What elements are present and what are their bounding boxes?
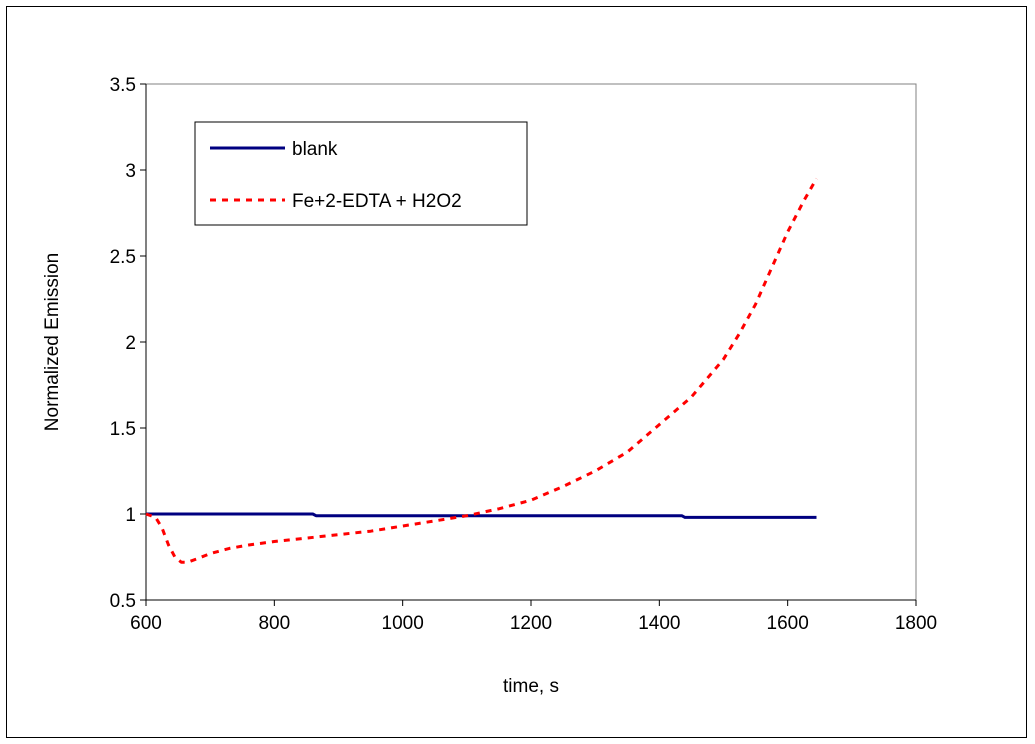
legend: blank Fe+2-EDTA + H2O2 [194,121,528,226]
x-tick-label: 600 [130,613,162,634]
x-axis-title: time, s [503,676,559,697]
series-layer [145,177,818,564]
legend-box [194,121,528,226]
y-axis: 0.5 1 1.5 2 2.5 3 3.5 [110,75,147,612]
y-tick-label: 1.5 [110,419,136,440]
x-tick-label: 800 [258,613,290,634]
y-tick-label: 3.5 [110,75,136,96]
x-tick-label: 1000 [382,613,424,634]
series-line-0 [146,512,817,519]
y-tick-label: 2 [125,333,136,354]
x-tick-label: 1600 [767,613,809,634]
y-tick-label: 2.5 [110,247,136,268]
legend-label-fe-edta: Fe+2-EDTA + H2O2 [292,191,462,212]
y-axis-title: Normalized Emission [42,253,63,431]
x-tick-label: 1200 [510,613,552,634]
x-tick-label: 1400 [638,613,680,634]
y-tick-label: 0.5 [110,591,136,612]
y-tick-label: 1 [125,505,136,526]
series-line-1 [145,177,818,564]
y-tick-label: 3 [125,161,136,182]
x-axis: 600 800 1000 1200 1400 1600 1800 [130,599,937,634]
legend-label-blank: blank [292,139,338,160]
x-tick-label: 1800 [895,613,937,634]
